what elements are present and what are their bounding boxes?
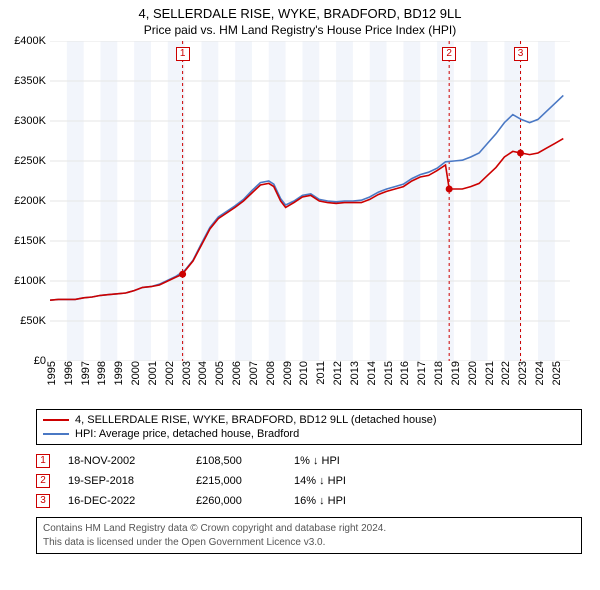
legend-row-price: 4, SELLERDALE RISE, WYKE, BRADFORD, BD12… (43, 413, 575, 427)
x-tick-label: 2013 (349, 361, 361, 385)
x-tick-label: 2016 (399, 361, 411, 385)
legend-box: 4, SELLERDALE RISE, WYKE, BRADFORD, BD12… (36, 409, 582, 445)
x-tick-label: 1999 (113, 361, 125, 385)
price-chart: 123£0£50K£100K£150K£200K£250K£300K£350K£… (50, 41, 570, 361)
chart-marker-badge: 1 (176, 47, 190, 61)
x-tick-label: 2011 (315, 361, 327, 385)
x-tick-label: 2010 (298, 361, 310, 385)
x-tick-label: 1997 (80, 361, 92, 385)
transaction-date: 19-SEP-2018 (68, 475, 178, 487)
x-tick-label: 2008 (265, 361, 277, 385)
attribution-line-1: Contains HM Land Registry data © Crown c… (43, 522, 575, 536)
x-tick-label: 2003 (181, 361, 193, 385)
chart-svg (50, 41, 570, 361)
transaction-date: 16-DEC-2022 (68, 495, 178, 507)
legend-label-price: 4, SELLERDALE RISE, WYKE, BRADFORD, BD12… (75, 414, 437, 426)
x-tick-label: 2025 (551, 361, 563, 385)
y-tick-label: £200K (14, 195, 46, 207)
x-tick-label: 2018 (433, 361, 445, 385)
transaction-vs-hpi: 16% ↓ HPI (294, 495, 394, 507)
transaction-vs-hpi: 14% ↓ HPI (294, 475, 394, 487)
legend-row-hpi: HPI: Average price, detached house, Brad… (43, 427, 575, 441)
legend-label-hpi: HPI: Average price, detached house, Brad… (75, 428, 299, 440)
transaction-row: 1 18-NOV-2002 £108,500 1% ↓ HPI (36, 451, 582, 471)
transaction-date: 18-NOV-2002 (68, 455, 178, 467)
x-tick-label: 2005 (214, 361, 226, 385)
y-tick-label: £0 (34, 355, 46, 367)
x-tick-label: 2015 (383, 361, 395, 385)
transaction-row: 3 16-DEC-2022 £260,000 16% ↓ HPI (36, 491, 582, 511)
x-tick-label: 2000 (130, 361, 142, 385)
x-tick-label: 2021 (484, 361, 496, 385)
transaction-price: £215,000 (196, 475, 276, 487)
transaction-price: £260,000 (196, 495, 276, 507)
legend-swatch-price (43, 419, 69, 421)
transaction-price: £108,500 (196, 455, 276, 467)
attribution-box: Contains HM Land Registry data © Crown c… (36, 517, 582, 554)
x-tick-label: 2001 (147, 361, 159, 385)
chart-marker-badge: 2 (442, 47, 456, 61)
x-tick-label: 1996 (63, 361, 75, 385)
x-tick-label: 2024 (534, 361, 546, 385)
x-tick-label: 2014 (366, 361, 378, 385)
y-tick-label: £250K (14, 155, 46, 167)
y-tick-label: £400K (14, 35, 46, 47)
transaction-badge: 2 (36, 474, 50, 488)
x-tick-label: 2017 (416, 361, 428, 385)
transaction-row: 2 19-SEP-2018 £215,000 14% ↓ HPI (36, 471, 582, 491)
attribution-line-2: This data is licensed under the Open Gov… (43, 536, 575, 550)
page-subtitle: Price paid vs. HM Land Registry's House … (0, 21, 600, 41)
x-tick-label: 2023 (517, 361, 529, 385)
x-tick-label: 1995 (46, 361, 58, 385)
x-tick-label: 2006 (231, 361, 243, 385)
x-tick-label: 2012 (332, 361, 344, 385)
y-tick-label: £100K (14, 275, 46, 287)
x-tick-label: 2009 (282, 361, 294, 385)
x-tick-label: 2020 (467, 361, 479, 385)
transactions-table: 1 18-NOV-2002 £108,500 1% ↓ HPI 2 19-SEP-2018… (36, 451, 582, 511)
y-tick-label: £300K (14, 115, 46, 127)
transaction-badge: 3 (36, 494, 50, 508)
x-tick-label: 2007 (248, 361, 260, 385)
legend-swatch-hpi (43, 433, 69, 435)
chart-marker-badge: 3 (514, 47, 528, 61)
x-tick-label: 2019 (450, 361, 462, 385)
x-tick-label: 2004 (197, 361, 209, 385)
y-tick-label: £150K (14, 235, 46, 247)
x-tick-label: 2002 (164, 361, 176, 385)
y-tick-label: £50K (20, 315, 46, 327)
x-tick-label: 1998 (96, 361, 108, 385)
transaction-badge: 1 (36, 454, 50, 468)
transaction-vs-hpi: 1% ↓ HPI (294, 455, 394, 467)
x-tick-label: 2022 (500, 361, 512, 385)
y-tick-label: £350K (14, 75, 46, 87)
page-title: 4, SELLERDALE RISE, WYKE, BRADFORD, BD12… (0, 0, 600, 21)
